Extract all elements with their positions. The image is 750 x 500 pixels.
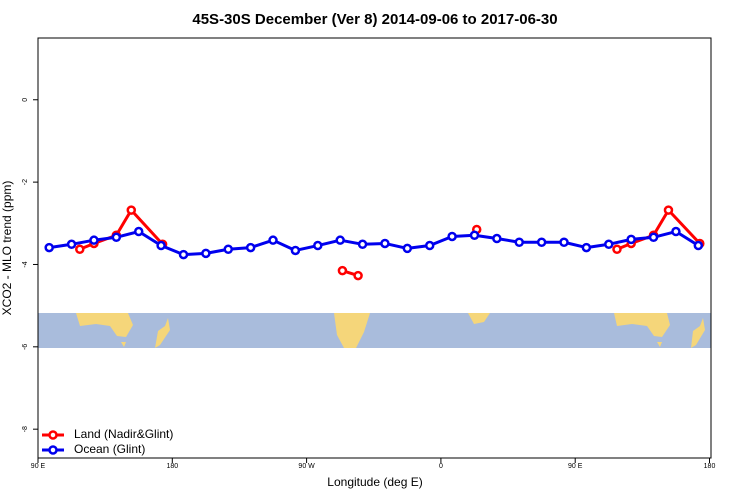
legend-label: Land (Nadir&Glint) (74, 427, 173, 441)
data-point (469, 230, 480, 240)
x-tick-label: 180 (704, 463, 716, 470)
x-tick-label: 0 (439, 463, 443, 470)
data-point (581, 242, 592, 253)
y-tick-label: -2 (22, 179, 29, 185)
y-tick-label: 0 (22, 98, 29, 102)
data-point (424, 240, 435, 251)
data-point (156, 240, 166, 251)
x-tick-label: 90 W (298, 463, 315, 470)
y-tick-label: -8 (22, 426, 29, 432)
data-point (44, 242, 54, 253)
data-point (126, 205, 137, 215)
map-band (38, 313, 711, 348)
y-tick-label: -6 (22, 344, 29, 350)
data-point (514, 237, 524, 247)
data-point (536, 237, 547, 247)
data-point (447, 231, 457, 242)
data-point (223, 244, 234, 254)
data-point (357, 239, 368, 250)
data-point (604, 239, 614, 250)
x-axis-label: Longitude (deg E) (327, 475, 422, 489)
legend: Land (Nadir&Glint)Ocean (Glint) (42, 427, 173, 456)
data-point (290, 245, 301, 256)
chart-title: 45S-30S December (Ver 8) 2014-09-06 to 2… (192, 11, 557, 28)
x-tick-label: 180 (166, 463, 178, 470)
data-point (337, 265, 348, 276)
data-point (693, 240, 704, 251)
series-line (48, 230, 700, 257)
data-point (75, 244, 85, 254)
data-point (626, 234, 636, 245)
data-point (66, 239, 77, 250)
data-point (89, 235, 99, 245)
y-axis-label: XCO2 - MLO trend (ppm) (0, 181, 14, 316)
data-point (353, 270, 363, 281)
legend-marker (48, 445, 58, 455)
data-point (492, 233, 502, 244)
legend-marker (48, 430, 58, 440)
x-tick-label: 90 E (31, 463, 46, 470)
plot-frame (37, 37, 712, 459)
data-point (335, 235, 345, 245)
data-point (178, 249, 189, 260)
x-tick-label: 90 E (568, 463, 583, 470)
y-tick-label: -4 (22, 261, 29, 267)
data-point (268, 235, 278, 245)
legend-label: Ocean (Glint) (74, 442, 145, 456)
data-point (133, 226, 144, 237)
data-point (380, 238, 390, 249)
data-point (663, 205, 674, 215)
data-point (245, 242, 256, 253)
data-point (402, 243, 413, 254)
data-point (313, 240, 323, 251)
data-point (612, 244, 622, 254)
data-point (201, 248, 211, 259)
data-point (648, 232, 659, 243)
data-point (111, 232, 122, 243)
data-point (559, 237, 569, 247)
data-point (671, 226, 681, 237)
